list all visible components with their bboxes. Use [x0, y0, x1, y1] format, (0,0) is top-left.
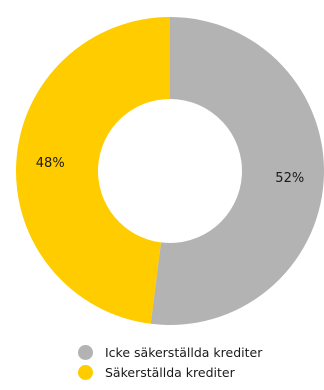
donut-slice-icke-sakerstallda: [150, 17, 324, 325]
legend-label-icke-sakerstallda: Icke säkerställda krediter: [105, 344, 263, 360]
legend-swatch-icke-sakerstallda: [78, 344, 93, 360]
donut-slices: [15, 17, 324, 325]
legend-item-icke-sakerstallda: Icke säkerställda krediter: [78, 342, 262, 362]
slice-value-label-sakerstallda: 48%: [36, 156, 65, 171]
slice-labels: 52% 48%: [36, 156, 304, 186]
legend-item-sakerstallda: Säkerställda krediter: [78, 362, 262, 382]
legend-swatch-sakerstallda: [78, 364, 93, 380]
donut-slice-sakerstallda: [15, 17, 170, 324]
legend: Icke säkerställda krediter Säkerställda …: [78, 342, 262, 382]
legend-label-sakerstallda: Säkerställda krediter: [105, 364, 235, 380]
slice-value-label-icke-sakerstallda: 52%: [275, 171, 304, 186]
